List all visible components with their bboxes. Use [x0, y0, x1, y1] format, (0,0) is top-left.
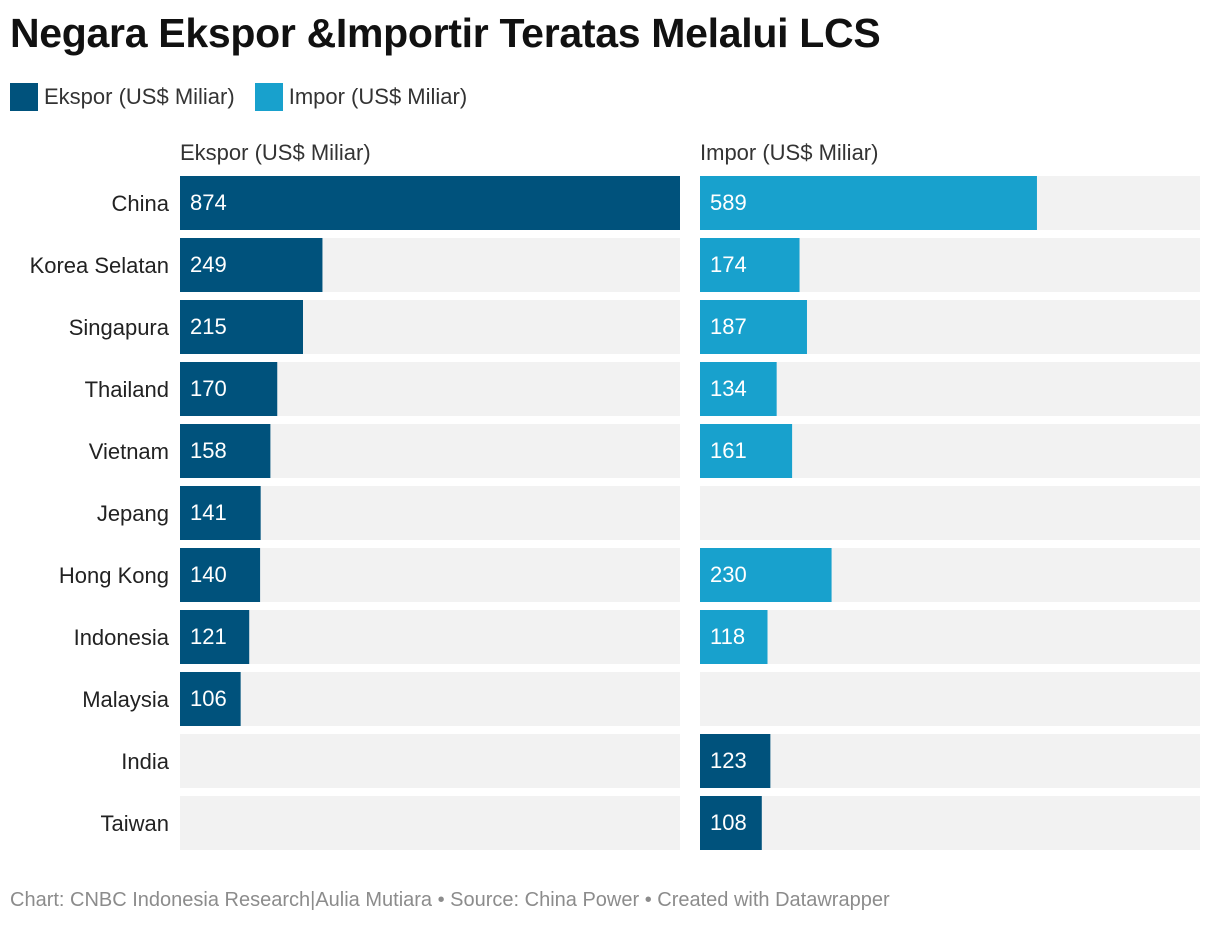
category-label-singapura: Singapura: [69, 315, 170, 340]
bar-track-ekspor-india: [180, 734, 680, 788]
bar-impor-korea-selatan: [700, 238, 800, 292]
data-label-impor-hong-kong: 230: [710, 562, 747, 587]
bar-ekspor-china: [180, 176, 680, 230]
bar-track-impor-jepang: [700, 486, 1200, 540]
data-label-impor-india: 123: [710, 748, 747, 773]
bar-impor-taiwan: [700, 796, 762, 850]
bar-impor-indonesia: [700, 610, 768, 664]
legend: Ekspor (US$ Miliar) Impor (US$ Miliar): [10, 82, 487, 112]
bar-ekspor-indonesia: [180, 610, 250, 664]
data-label-ekspor-singapura: 215: [190, 314, 227, 339]
category-label-india: India: [121, 749, 169, 774]
category-label-korea-selatan: Korea Selatan: [30, 253, 169, 278]
bar-impor-thailand: [700, 362, 777, 416]
data-label-ekspor-indonesia: 121: [190, 624, 227, 649]
bar-track-impor-thailand: [700, 362, 1200, 416]
category-label-thailand: Thailand: [85, 377, 169, 402]
data-label-ekspor-china: 874: [190, 190, 227, 215]
bar-track-impor-indonesia: [700, 610, 1200, 664]
data-label-ekspor-hong-kong: 140: [190, 562, 227, 587]
bar-impor-china: [700, 176, 1037, 230]
bar-track-ekspor-jepang: [180, 486, 680, 540]
bar-ekspor-vietnam: [180, 424, 271, 478]
panel-header-impor: Impor (US$ Miliar): [700, 140, 878, 165]
category-label-malaysia: Malaysia: [82, 687, 170, 712]
panel-header-ekspor: Ekspor (US$ Miliar): [180, 140, 371, 165]
data-label-impor-vietnam: 161: [710, 438, 747, 463]
bar-impor-hong-kong: [700, 548, 832, 602]
bar-track-impor-taiwan: [700, 796, 1200, 850]
bar-track-ekspor-taiwan: [180, 796, 680, 850]
data-label-impor-china: 589: [710, 190, 747, 215]
legend-item-ekspor: Ekspor (US$ Miliar): [10, 83, 235, 111]
bar-impor-india: [700, 734, 771, 788]
bar-track-ekspor-indonesia: [180, 610, 680, 664]
data-label-impor-singapura: 187: [710, 314, 747, 339]
data-label-ekspor-jepang: 141: [190, 500, 227, 525]
legend-item-impor: Impor (US$ Miliar): [254, 83, 468, 111]
bar-track-ekspor-hong-kong: [180, 548, 680, 602]
data-label-impor-indonesia: 118: [710, 624, 745, 649]
category-label-taiwan: Taiwan: [101, 811, 169, 836]
category-label-jepang: Jepang: [97, 501, 169, 526]
bar-track-impor-malaysia: [700, 672, 1200, 726]
bar-ekspor-singapura: [180, 300, 303, 354]
data-label-impor-taiwan: 108: [710, 810, 747, 835]
legend-swatch-impor: [254, 83, 283, 111]
data-label-ekspor-malaysia: 106: [190, 686, 227, 711]
legend-label-impor: Impor (US$ Miliar): [288, 84, 468, 109]
data-label-impor-thailand: 134: [710, 376, 747, 401]
category-label-china: China: [112, 191, 170, 216]
category-label-hong-kong: Hong Kong: [59, 563, 169, 588]
data-label-ekspor-thailand: 170: [190, 376, 227, 401]
bar-ekspor-malaysia: [180, 672, 241, 726]
bar-ekspor-jepang: [180, 486, 261, 540]
category-label-indonesia: Indonesia: [74, 625, 170, 650]
chart-title: Negara Ekspor &Importir Teratas Melalui …: [10, 10, 881, 56]
data-label-ekspor-korea-selatan: 249: [190, 252, 227, 277]
bar-track-impor-india: [700, 734, 1200, 788]
chart-footer: Chart: CNBC Indonesia Research|Aulia Mut…: [10, 889, 890, 911]
category-label-vietnam: Vietnam: [89, 439, 169, 464]
data-label-ekspor-vietnam: 158: [190, 438, 227, 463]
bar-impor-vietnam: [700, 424, 793, 478]
bar-ekspor-thailand: [180, 362, 278, 416]
legend-label-ekspor: Ekspor (US$ Miliar): [44, 84, 235, 109]
data-label-impor-korea-selatan: 174: [710, 252, 747, 277]
bar-ekspor-hong-kong: [180, 548, 261, 602]
bar-track-ekspor-malaysia: [180, 672, 680, 726]
bar-chart: Ekspor (US$ Miliar) Impor (US$ Miliar) Chi…: [30, 140, 1200, 850]
bar-impor-singapura: [700, 300, 807, 354]
legend-swatch-ekspor: [10, 83, 38, 111]
bar-ekspor-korea-selatan: [180, 238, 323, 292]
